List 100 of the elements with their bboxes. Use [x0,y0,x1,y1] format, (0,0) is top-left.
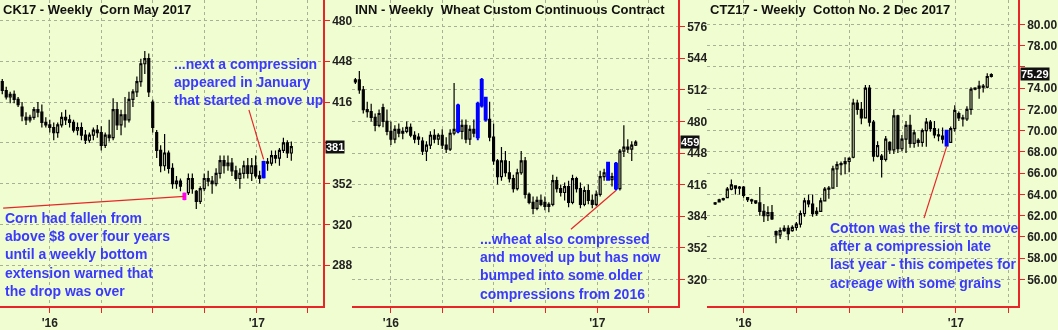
x-tick-label: '17 [589,316,606,330]
candlestick [111,97,115,141]
candlestick [613,160,618,192]
y-tick-label: 352 [332,176,353,191]
candlestick [746,197,750,203]
y-tick-label: 56.00 [1027,272,1058,287]
y-tick-label: 416 [687,177,708,192]
candlestick [940,126,945,145]
y-tick-label: 480 [687,114,708,129]
y-tick-label: 60.00 [1027,230,1058,245]
y-tick-label: 72.00 [1027,102,1058,117]
candlestick [786,224,790,241]
candlestick [774,229,778,244]
y-tick-label: 58.00 [1027,251,1058,266]
x-tick-label: '16 [41,316,59,330]
candlestick [586,183,590,205]
candlestick [582,185,586,207]
candlestick [456,102,460,135]
candlestick [416,132,421,146]
candlestick [851,98,855,159]
candlestick [64,109,68,126]
candlestick [163,133,167,172]
y-tick-label: 74.00 [1027,81,1058,96]
candlestick [190,172,194,195]
candlestick [147,52,151,98]
candlestick [737,185,742,196]
candlestick [269,149,274,167]
y-tick-label: 288 [332,258,353,273]
y-tick-label: 544 [687,51,708,66]
y-tick-label: 80.00 [1027,17,1058,32]
candlestick [178,177,183,192]
candlestick [924,117,928,148]
candlestick [226,154,230,172]
candlestick [261,159,266,180]
candlestick [778,226,782,240]
candlestick [531,195,535,215]
candlestick [543,195,547,211]
candlestick [87,132,91,144]
candlestick [289,140,293,162]
candlestick [377,108,381,128]
y-tick-label: 78.00 [1027,38,1058,53]
candlestick [570,174,575,205]
text: 75.29 [1021,68,1049,80]
candlestick [499,146,504,182]
candlestick [250,157,254,182]
candlestick [75,121,80,136]
candlestick [847,156,851,173]
candlestick [932,120,937,139]
candlestick [194,189,198,210]
candlestick [766,205,770,222]
candlestick [71,119,76,134]
annotation: ...wheat also compressed and moved up but has now bumped into some older compressions from 2016 [480,231,661,302]
candlestick [436,132,440,146]
y-tick-label: 64.00 [1027,187,1058,202]
y-tick-label: 512 [687,83,708,98]
y-tick-label: 320 [332,217,353,232]
candlestick [12,89,16,104]
candlestick [977,80,981,100]
y-tick-label: 448 [687,146,708,161]
annotation: Cotton was the first to move after a compression late last year - this competes for acreage with some grains [830,220,1019,291]
candlestick [285,139,289,159]
candlestick [182,191,187,202]
candlestick [750,198,754,205]
candlestick [52,121,56,141]
candlestick [99,125,103,152]
text: 459 [681,136,700,148]
y-tick-label: 416 [332,95,353,110]
candlestick [20,101,24,122]
candlestick [32,106,36,121]
candlestick [770,204,774,221]
text: 381 [326,141,345,153]
chart-title: CTZ17 - Weekly Cotton No. 2 Dec 2017 [710,2,951,17]
y-tick-label: 352 [687,240,708,255]
candlestick [230,157,234,177]
candlestick [460,118,464,140]
chart-title: INN - Weekly Wheat Custom Continuous Contract [355,2,666,17]
candlestick [535,195,539,211]
candlestick [713,201,717,206]
candlestick [254,154,258,180]
x-tick-label: '16 [382,316,400,330]
candlestick [811,193,815,218]
candlestick [741,185,746,199]
y-tick-label: 320 [687,272,708,287]
candlestick [892,108,896,155]
candlestick [464,118,468,144]
candlestick [186,172,190,196]
y-tick-label: 384 [687,209,708,224]
y-tick-label: 576 [687,19,708,34]
candlestick [8,91,12,104]
chart-title: CK17 - Weekly Corn May 2017 [3,2,192,17]
candlestick [606,160,611,182]
candlestick [40,103,44,129]
candlestick [0,78,4,95]
candlestick [393,124,397,144]
annotation: ...next a compression appeared in January that started a move up [174,56,324,109]
y-tick-label: 62.00 [1027,208,1058,223]
candlestick [908,114,912,149]
candlestick [539,193,543,207]
candlestick [944,128,949,148]
candlestick [610,172,614,188]
